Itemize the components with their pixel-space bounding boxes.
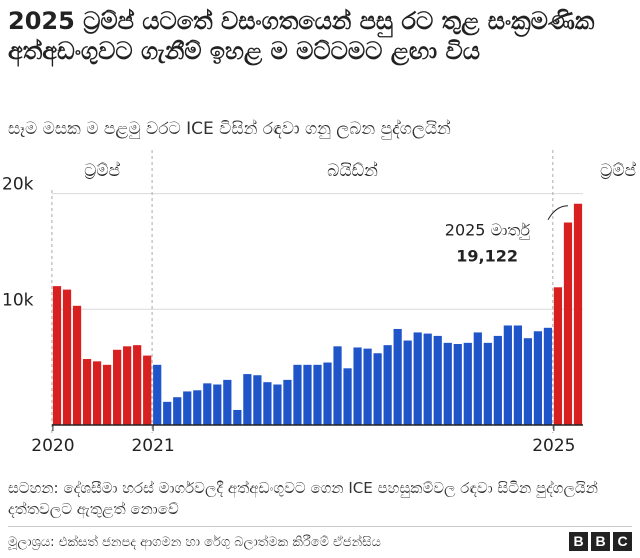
bar (363, 348, 372, 425)
bar (383, 345, 392, 425)
x-tick-label: 2020 (31, 436, 74, 456)
y-tick-label: 20k (2, 175, 34, 195)
bar (373, 353, 382, 425)
bar (52, 286, 62, 425)
bar (313, 364, 322, 425)
x-tick-label: 2021 (131, 436, 174, 456)
bar (283, 379, 292, 425)
bar (343, 368, 352, 425)
bar (323, 362, 332, 425)
bar (102, 364, 112, 425)
annotation-line (547, 205, 569, 220)
bars (52, 203, 583, 425)
bar (273, 384, 282, 425)
bar (233, 409, 242, 425)
bar (223, 379, 232, 425)
logo-letter: B (569, 532, 588, 551)
y-axis-ticks: 10k 20k (2, 175, 34, 311)
bar (82, 359, 92, 425)
bar (153, 364, 162, 425)
bar (553, 287, 563, 425)
bar (62, 289, 72, 425)
chart-source: මූලාශ්‍රය: එක්සත් ජනපද ආගමන හා රේගු බලාත… (8, 535, 381, 550)
bar (443, 342, 452, 425)
bar (213, 384, 222, 425)
bar (393, 328, 402, 425)
bar (263, 382, 272, 425)
bar (513, 325, 522, 425)
bar (483, 342, 492, 425)
bar (113, 349, 122, 425)
bar (423, 333, 432, 425)
bar (413, 332, 422, 425)
bar (203, 383, 212, 425)
y-tick-label: 10k (2, 290, 34, 310)
bar (92, 361, 102, 425)
era-label: බයිඩ්න් (327, 161, 378, 181)
x-tick-label: 2025 (532, 436, 575, 456)
bar (573, 203, 583, 425)
bar (473, 332, 482, 425)
bar (293, 364, 302, 425)
bar (123, 346, 132, 425)
bar (503, 325, 512, 425)
bar (243, 374, 252, 425)
logo-letter: B (591, 532, 610, 551)
chart-note: සටහන: දේශසීමා හරස් මාර්ගවලදී අත්අඩංගුවට … (8, 479, 598, 518)
bar (333, 346, 342, 425)
bar (533, 331, 543, 425)
bar (563, 222, 573, 425)
bar (523, 338, 533, 425)
era-dividers: ට්‍රම්ප් බයිඩ්න් ට්‍රම්ප් (51, 150, 636, 433)
bar (173, 397, 182, 425)
bar (133, 345, 142, 425)
bar (143, 355, 152, 425)
bar (183, 391, 192, 425)
bar (353, 347, 362, 425)
bar (433, 335, 442, 425)
annotation-value: 19,122 (456, 247, 518, 266)
bar (72, 305, 82, 425)
bar (543, 327, 553, 425)
annotation-label: 2025 මාර්තු (445, 221, 531, 241)
bbc-logo: B B C (569, 532, 632, 551)
x-axis-ticks: 2020 2021 2025 (31, 425, 575, 456)
bar (193, 390, 202, 425)
bar (163, 401, 172, 425)
chart-title: 2025 ට්‍රම්ප් යටතේ වසංගතයෙන් පසු රට තුළ … (8, 7, 595, 65)
bar (303, 364, 312, 425)
bar (493, 335, 502, 425)
bar (253, 375, 262, 425)
bar (453, 344, 462, 425)
bar (463, 342, 472, 425)
logo-letter: C (613, 532, 632, 551)
annotation: 2025 මාර්තු 19,122 (445, 205, 569, 266)
era-label: ට්‍රම්ප් (84, 161, 120, 181)
footer-divider (8, 526, 632, 527)
bar (403, 340, 412, 425)
era-label: ට්‍රම්ප් (600, 161, 636, 181)
chart-subtitle: සෑම මසක ම පළමු වරට ICE විසින් රඳවා ගනු ල… (8, 119, 451, 139)
gridlines (52, 193, 583, 310)
